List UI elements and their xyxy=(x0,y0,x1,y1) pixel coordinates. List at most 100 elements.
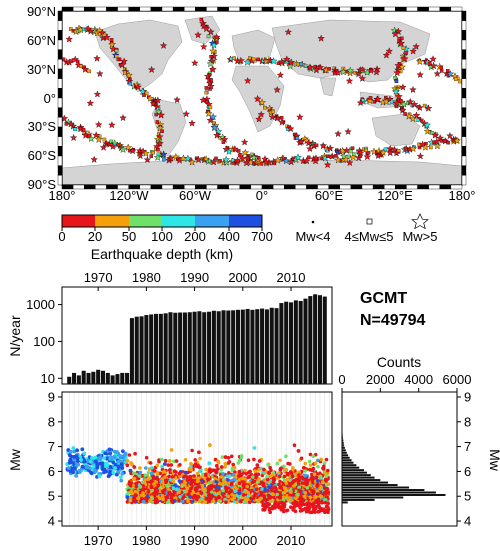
annual-count-bar xyxy=(86,372,91,384)
earthquake-square-marker xyxy=(206,34,211,39)
earthquake-square-marker xyxy=(360,67,365,72)
earthquake-square-marker xyxy=(154,112,158,117)
earthquake-star-marker xyxy=(410,100,419,108)
magnitude-point xyxy=(160,457,164,462)
magnitude-point xyxy=(69,449,73,454)
magnitude-point xyxy=(140,494,145,498)
counts-x-tick-label: 6000 xyxy=(443,372,472,387)
magnitude-point xyxy=(128,468,133,473)
earthquake-star-marker xyxy=(391,29,400,38)
map-border-segment xyxy=(106,6,118,12)
annual-count-bar xyxy=(240,309,245,384)
magnitude-point xyxy=(156,483,161,487)
magnitude-point xyxy=(210,484,215,488)
earthquake-star-marker xyxy=(423,121,431,129)
map-border-segment xyxy=(295,6,307,12)
earthquake-star-marker xyxy=(446,131,454,140)
magnitude-point xyxy=(274,503,278,508)
map-border-segment xyxy=(57,155,63,166)
magnitude-point xyxy=(319,457,324,462)
magnitude-point xyxy=(278,496,282,500)
earthquake-star-marker xyxy=(257,110,265,118)
magnitude-point xyxy=(220,455,225,459)
earthquake-star-marker xyxy=(81,65,90,73)
magnitude-point xyxy=(311,454,316,459)
magnitude-point xyxy=(277,505,282,510)
map-border-segment xyxy=(95,6,107,12)
magnitude-time-points xyxy=(65,443,331,515)
map-border-segment xyxy=(61,6,74,12)
earthquake-star-marker xyxy=(273,85,281,94)
colorbar-segment xyxy=(62,215,95,227)
annual-count-bar xyxy=(322,296,327,384)
magnitude-point xyxy=(254,472,258,476)
magnitude-point xyxy=(204,467,208,472)
magnitude-point xyxy=(128,496,133,501)
map-border-segment xyxy=(217,6,229,12)
legend-label: Mw>5 xyxy=(402,229,437,244)
magnitude-point xyxy=(167,498,171,503)
magnitude-point xyxy=(257,459,262,463)
earthquake-square-marker xyxy=(256,156,261,160)
earthquake-star-marker xyxy=(206,116,215,124)
earthquake-square-marker xyxy=(429,145,433,150)
magnitude-point xyxy=(185,475,190,479)
magnitude-point xyxy=(192,493,197,498)
annual-count-bar xyxy=(76,375,81,384)
magnitude-point xyxy=(226,456,231,460)
earthquake-star-marker xyxy=(349,153,358,161)
earthquake-star-marker xyxy=(255,115,263,123)
magnitude-point xyxy=(144,496,148,501)
magnitude-point xyxy=(134,484,139,489)
earthquake-star-marker xyxy=(136,152,145,160)
magnitude-point xyxy=(95,465,100,470)
map-border-segment xyxy=(57,117,63,128)
magnitude-point xyxy=(303,491,308,495)
magnitude-histogram-bar xyxy=(342,501,348,504)
magnitude-point xyxy=(275,492,280,497)
earthquake-star-marker xyxy=(367,66,375,74)
earthquake-star-marker xyxy=(241,148,250,157)
magnitude-point xyxy=(316,502,321,507)
magnitude-point xyxy=(103,451,108,456)
earthquake-star-marker xyxy=(171,152,180,161)
magnitude-point xyxy=(185,486,190,491)
magnitude-point xyxy=(323,510,327,514)
earthquake-square-marker xyxy=(114,49,119,53)
lon-tick-label: 120°E xyxy=(377,188,413,203)
magnitude-point xyxy=(119,475,123,479)
magnitude-point xyxy=(231,462,235,467)
annual-count-bar xyxy=(303,298,308,384)
magnitude-y-tick-label: 7 xyxy=(48,439,55,454)
magnitude-point xyxy=(258,497,262,502)
magnitude-histogram-bar xyxy=(342,493,446,496)
magnitude-point xyxy=(125,459,130,463)
magnitude-point xyxy=(292,443,297,448)
magnitude-point xyxy=(155,491,159,496)
catalog-count: N=49794 xyxy=(360,312,425,329)
earthquake-square-marker xyxy=(162,157,166,162)
earthquake-square-marker xyxy=(398,69,403,74)
magnitude-point xyxy=(77,470,82,475)
earthquake-square-marker xyxy=(204,86,209,90)
magnitude-point xyxy=(216,467,220,471)
magnitude-point xyxy=(172,499,177,503)
counts-x-tick-label: 2000 xyxy=(366,372,395,387)
map-border-segment xyxy=(461,136,467,147)
magnitude-point xyxy=(237,491,242,496)
magnitude-point xyxy=(252,457,256,462)
magnitude-point xyxy=(230,454,234,459)
magnitude-point xyxy=(193,462,198,466)
earthquake-star-marker xyxy=(284,28,292,36)
earthquake-star-marker xyxy=(385,47,393,55)
magnitude-point xyxy=(320,480,325,484)
earthquake-star-marker xyxy=(316,63,325,71)
magnitude-point xyxy=(155,489,159,493)
magnitude-point xyxy=(303,495,307,500)
magnitude-point xyxy=(293,502,297,506)
earthquake-star-marker xyxy=(392,149,401,157)
magnitude-point xyxy=(102,456,107,461)
map-border-segment xyxy=(57,146,63,157)
magnitude-point xyxy=(282,474,287,479)
